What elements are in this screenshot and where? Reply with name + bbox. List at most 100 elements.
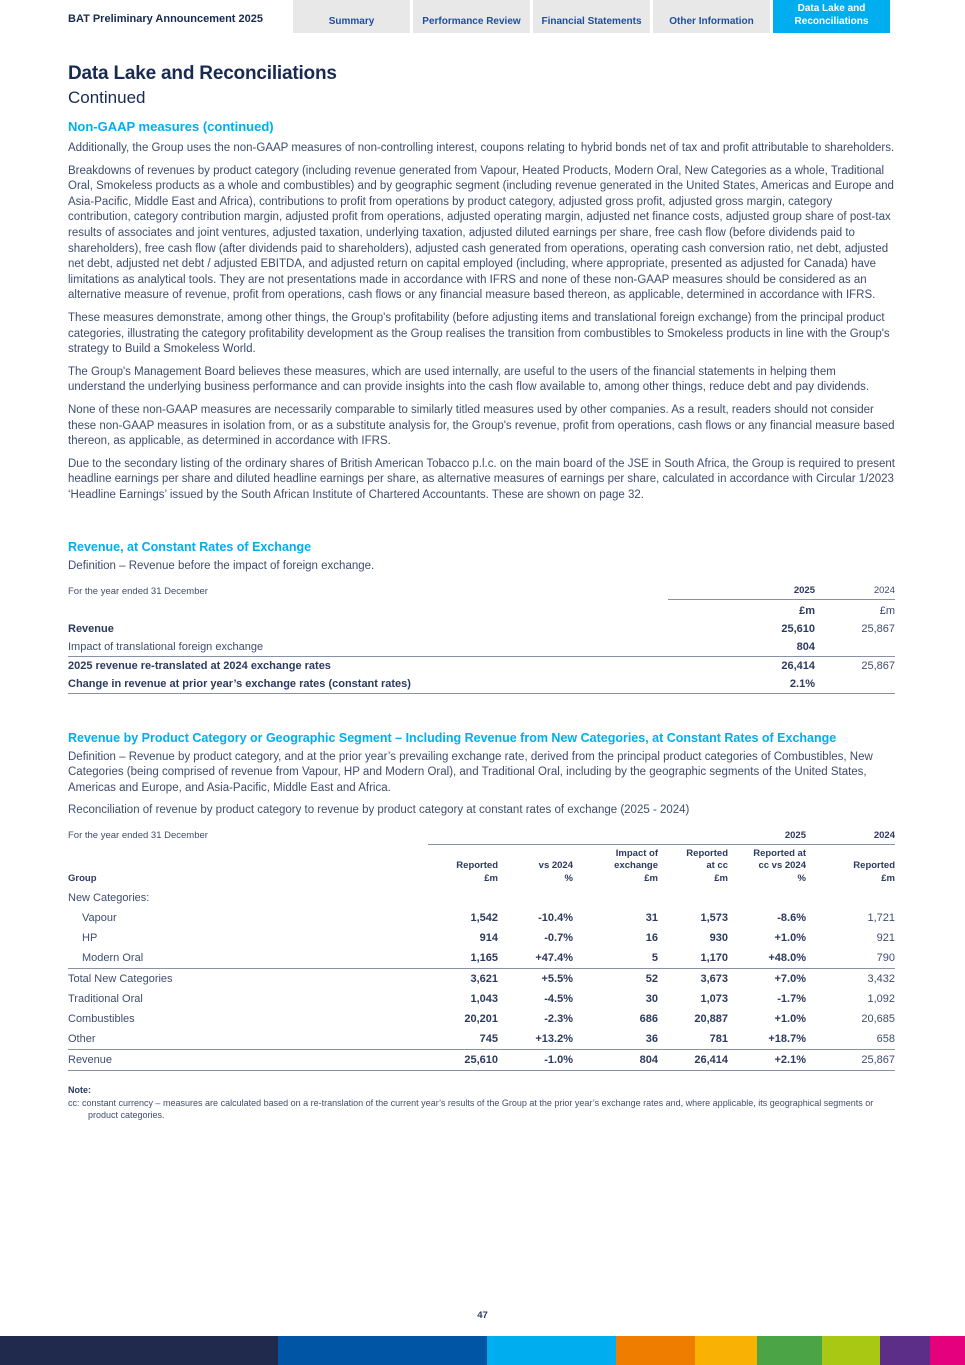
- cell: 658: [806, 1028, 895, 1050]
- cell: 2.1%: [668, 675, 815, 695]
- section-title: Revenue by Product Category or Geographi…: [68, 731, 837, 746]
- cell: [815, 675, 895, 695]
- table-row: Revenue 25,610 -1.0% 804 26,414 +2.1% 25…: [68, 1049, 895, 1071]
- reconciliation-intro: Reconciliation of revenue by product cat…: [68, 804, 690, 817]
- tab-performance-review[interactable]: Performance Review: [413, 0, 530, 33]
- revenue-by-category-table: For the year ended 31 December 2025 2024…: [68, 826, 895, 1071]
- table-row: Revenue 25,610 25,867: [68, 620, 895, 638]
- paragraph: Breakdowns of revenues by product catego…: [68, 164, 894, 302]
- row-label: Change in revenue at prior year’s exchan…: [68, 675, 668, 695]
- top-header: BAT Preliminary Announcement 2025 Summar…: [0, 0, 965, 33]
- brand-color-bar: [0, 1336, 965, 1365]
- cell: 1,073: [700, 992, 728, 1005]
- footnote-text: cc: constant currency – measures are cal…: [68, 1097, 874, 1121]
- table-row: HP 914 -0.7% 16 930 +1.0% 921: [68, 928, 895, 948]
- row-label: 2025 revenue re-translated at 2024 excha…: [68, 660, 331, 673]
- color-bar-segment: [616, 1336, 695, 1365]
- row-label: Other: [68, 1028, 428, 1050]
- cell: [815, 638, 895, 658]
- row-label: Impact of translational foreign exchange: [68, 638, 668, 658]
- cell: +5.5%: [541, 972, 574, 985]
- cell: 804: [573, 1049, 658, 1071]
- table-row: Other 745 +13.2% 36 781 +18.7% 658: [68, 1028, 895, 1050]
- cell: 1,043: [470, 992, 498, 1005]
- tab-financial-statements[interactable]: Financial Statements: [533, 0, 650, 33]
- table-row: Modern Oral 1,165 +47.4% 5 1,170 +48.0% …: [68, 947, 895, 969]
- cell: -2.3%: [544, 1012, 573, 1025]
- section-revenue-by-category: Revenue by Product Category or Geographi…: [68, 730, 895, 1122]
- cell: 930: [709, 931, 728, 944]
- color-bar-segment: [278, 1336, 487, 1365]
- paragraph: None of these non-GAAP measures are nece…: [68, 403, 895, 448]
- row-label: Revenue: [68, 1049, 428, 1071]
- cell: 921: [876, 931, 895, 944]
- color-bar-segment: [930, 1336, 965, 1365]
- cell: [728, 888, 806, 908]
- tab-data-lake-and-reconciliations[interactable]: Data Lake and Reconciliations: [773, 0, 890, 33]
- section-revenue-constant-rates: Revenue, at Constant Rates of Exchange D…: [68, 539, 895, 695]
- section-heading-non-gaap: Non-GAAP measures (continued): [68, 119, 274, 134]
- row-label: Revenue: [68, 623, 114, 636]
- definition-text: Definition – Revenue before the impact o…: [68, 559, 375, 572]
- cell: 1,092: [867, 992, 895, 1005]
- cell: -1.7%: [777, 992, 806, 1005]
- col-header-cc-vs-2024: Reported at cc vs 2024 %: [753, 847, 806, 884]
- cell: 3,432: [867, 972, 895, 985]
- unit-2024: £m: [879, 605, 895, 618]
- row-label: Traditional Oral: [68, 992, 143, 1005]
- cell: -1.0%: [498, 1049, 573, 1071]
- cell: 25,610: [781, 623, 815, 636]
- cell: 31: [645, 911, 658, 924]
- color-bar-segment: [695, 1336, 757, 1365]
- cell: 1,721: [867, 911, 895, 924]
- col-header-reported-2024: Reported £m: [853, 860, 895, 884]
- cell: 804: [668, 638, 815, 658]
- group-column-header: Group: [68, 872, 97, 884]
- cell: 25,867: [861, 660, 895, 673]
- cell: +2.1%: [728, 1049, 806, 1071]
- cell: [658, 888, 728, 908]
- row-label: HP: [82, 931, 98, 944]
- table-row: Combustibles 20,201 -2.3% 686 20,887 +1.…: [68, 1009, 895, 1029]
- row-label: Vapour: [82, 911, 117, 924]
- cell: +18.7%: [728, 1028, 806, 1050]
- cell: 3,673: [700, 972, 728, 985]
- row-label: Combustibles: [68, 1012, 135, 1025]
- table-row: New Categories:: [68, 888, 895, 908]
- table-row: Vapour 1,542 -10.4% 31 1,573 -8.6% 1,721: [68, 908, 895, 928]
- page-title: Data Lake and Reconciliations: [68, 63, 337, 84]
- cell: 26,414: [658, 1049, 728, 1071]
- page-subtitle: Continued: [68, 88, 146, 107]
- cell: +13.2%: [498, 1028, 573, 1050]
- cell: 686: [639, 1012, 658, 1025]
- revenue-constant-rates-table: For the year ended 31 December 2025 2024…: [68, 582, 895, 695]
- cell: +48.0%: [728, 947, 806, 969]
- paragraph: Additionally, the Group uses the non-GAA…: [68, 142, 895, 154]
- cell: [498, 888, 573, 908]
- tab-other-information[interactable]: Other Information: [653, 0, 770, 33]
- cell: [806, 888, 895, 908]
- cell: 20,887: [694, 1012, 728, 1025]
- cell: -8.6%: [777, 911, 806, 924]
- cell: +7.0%: [774, 972, 807, 985]
- cell: 3,621: [470, 972, 498, 985]
- row-label: Total New Categories: [68, 972, 173, 985]
- table-row: Total New Categories 3,621 +5.5% 52 3,67…: [68, 968, 895, 989]
- col-header-reported: Reported £m: [456, 860, 498, 884]
- cell: -0.7%: [544, 931, 573, 944]
- table-row: Change in revenue at prior year’s exchan…: [68, 675, 895, 695]
- paragraph: The Group's Management Board believes th…: [68, 365, 870, 394]
- tab-summary[interactable]: Summary: [293, 0, 410, 33]
- color-bar-segment: [757, 1336, 822, 1365]
- cell: +1.0%: [774, 931, 807, 944]
- col-header-vs-2024: vs 2024 %: [538, 860, 573, 884]
- row-label: Modern Oral: [68, 947, 428, 969]
- year-header-2025: 2025: [428, 826, 806, 845]
- cell: +1.0%: [774, 1012, 807, 1025]
- color-bar-segment: [0, 1336, 278, 1365]
- cell: 26,414: [781, 660, 815, 673]
- cell: 16: [645, 931, 658, 944]
- cell: 1,542: [470, 911, 498, 924]
- period-label: For the year ended 31 December: [68, 830, 208, 842]
- cell: 781: [658, 1028, 728, 1050]
